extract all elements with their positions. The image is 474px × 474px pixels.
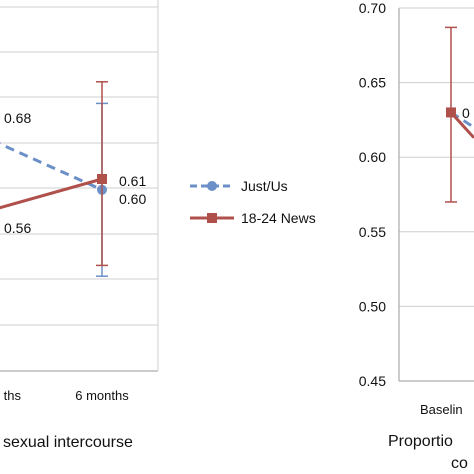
left-chart: 0.68 0.60 0.56 0.61 ths 6 months sexual interc…: [0, 0, 159, 451]
series-line-18-24-news: [0, 177, 103, 210]
x-tick-label: 6 months: [75, 388, 129, 403]
legend-swatch-marker: [207, 181, 217, 191]
legend-label: 18-24 News: [241, 210, 316, 226]
x-tick-label: Baselin: [420, 402, 463, 417]
data-label: 0: [462, 105, 470, 121]
x-axis-title: sexual intercourse: [3, 434, 133, 451]
y-tick-label: 0.50: [359, 298, 386, 314]
legend-item: 18-24 News: [190, 210, 316, 226]
data-label: 0.60: [119, 191, 146, 207]
legend-swatch-marker: [207, 213, 217, 223]
y-tick-label: 0.60: [359, 149, 386, 165]
legend-item: Just/Us: [190, 178, 288, 194]
legend: Just/Us 18-24 News: [190, 178, 316, 226]
x-axis-title-line2: co: [451, 455, 468, 472]
data-label: 0.56: [4, 220, 31, 236]
y-tick-label: 0.55: [359, 224, 386, 240]
x-axis-title: Proportio: [388, 433, 453, 450]
data-label: 0.68: [4, 110, 31, 126]
error-bar: [96, 81, 108, 267]
right-chart: 0.70 0.65 0.60 0.55 0.50 0.45 0 Baselin Proporti…: [359, 0, 474, 472]
x-tick-label: ths: [4, 388, 22, 403]
legend-label: Just/Us: [241, 178, 288, 194]
data-point: [97, 174, 107, 184]
data-label: 0.61: [119, 173, 146, 189]
series-line-just-us: [0, 142, 103, 192]
data-point: [446, 107, 456, 118]
y-tick-label: 0.65: [359, 75, 386, 91]
y-tick-label: 0.45: [359, 373, 386, 389]
y-tick-label: 0.70: [359, 0, 386, 16]
